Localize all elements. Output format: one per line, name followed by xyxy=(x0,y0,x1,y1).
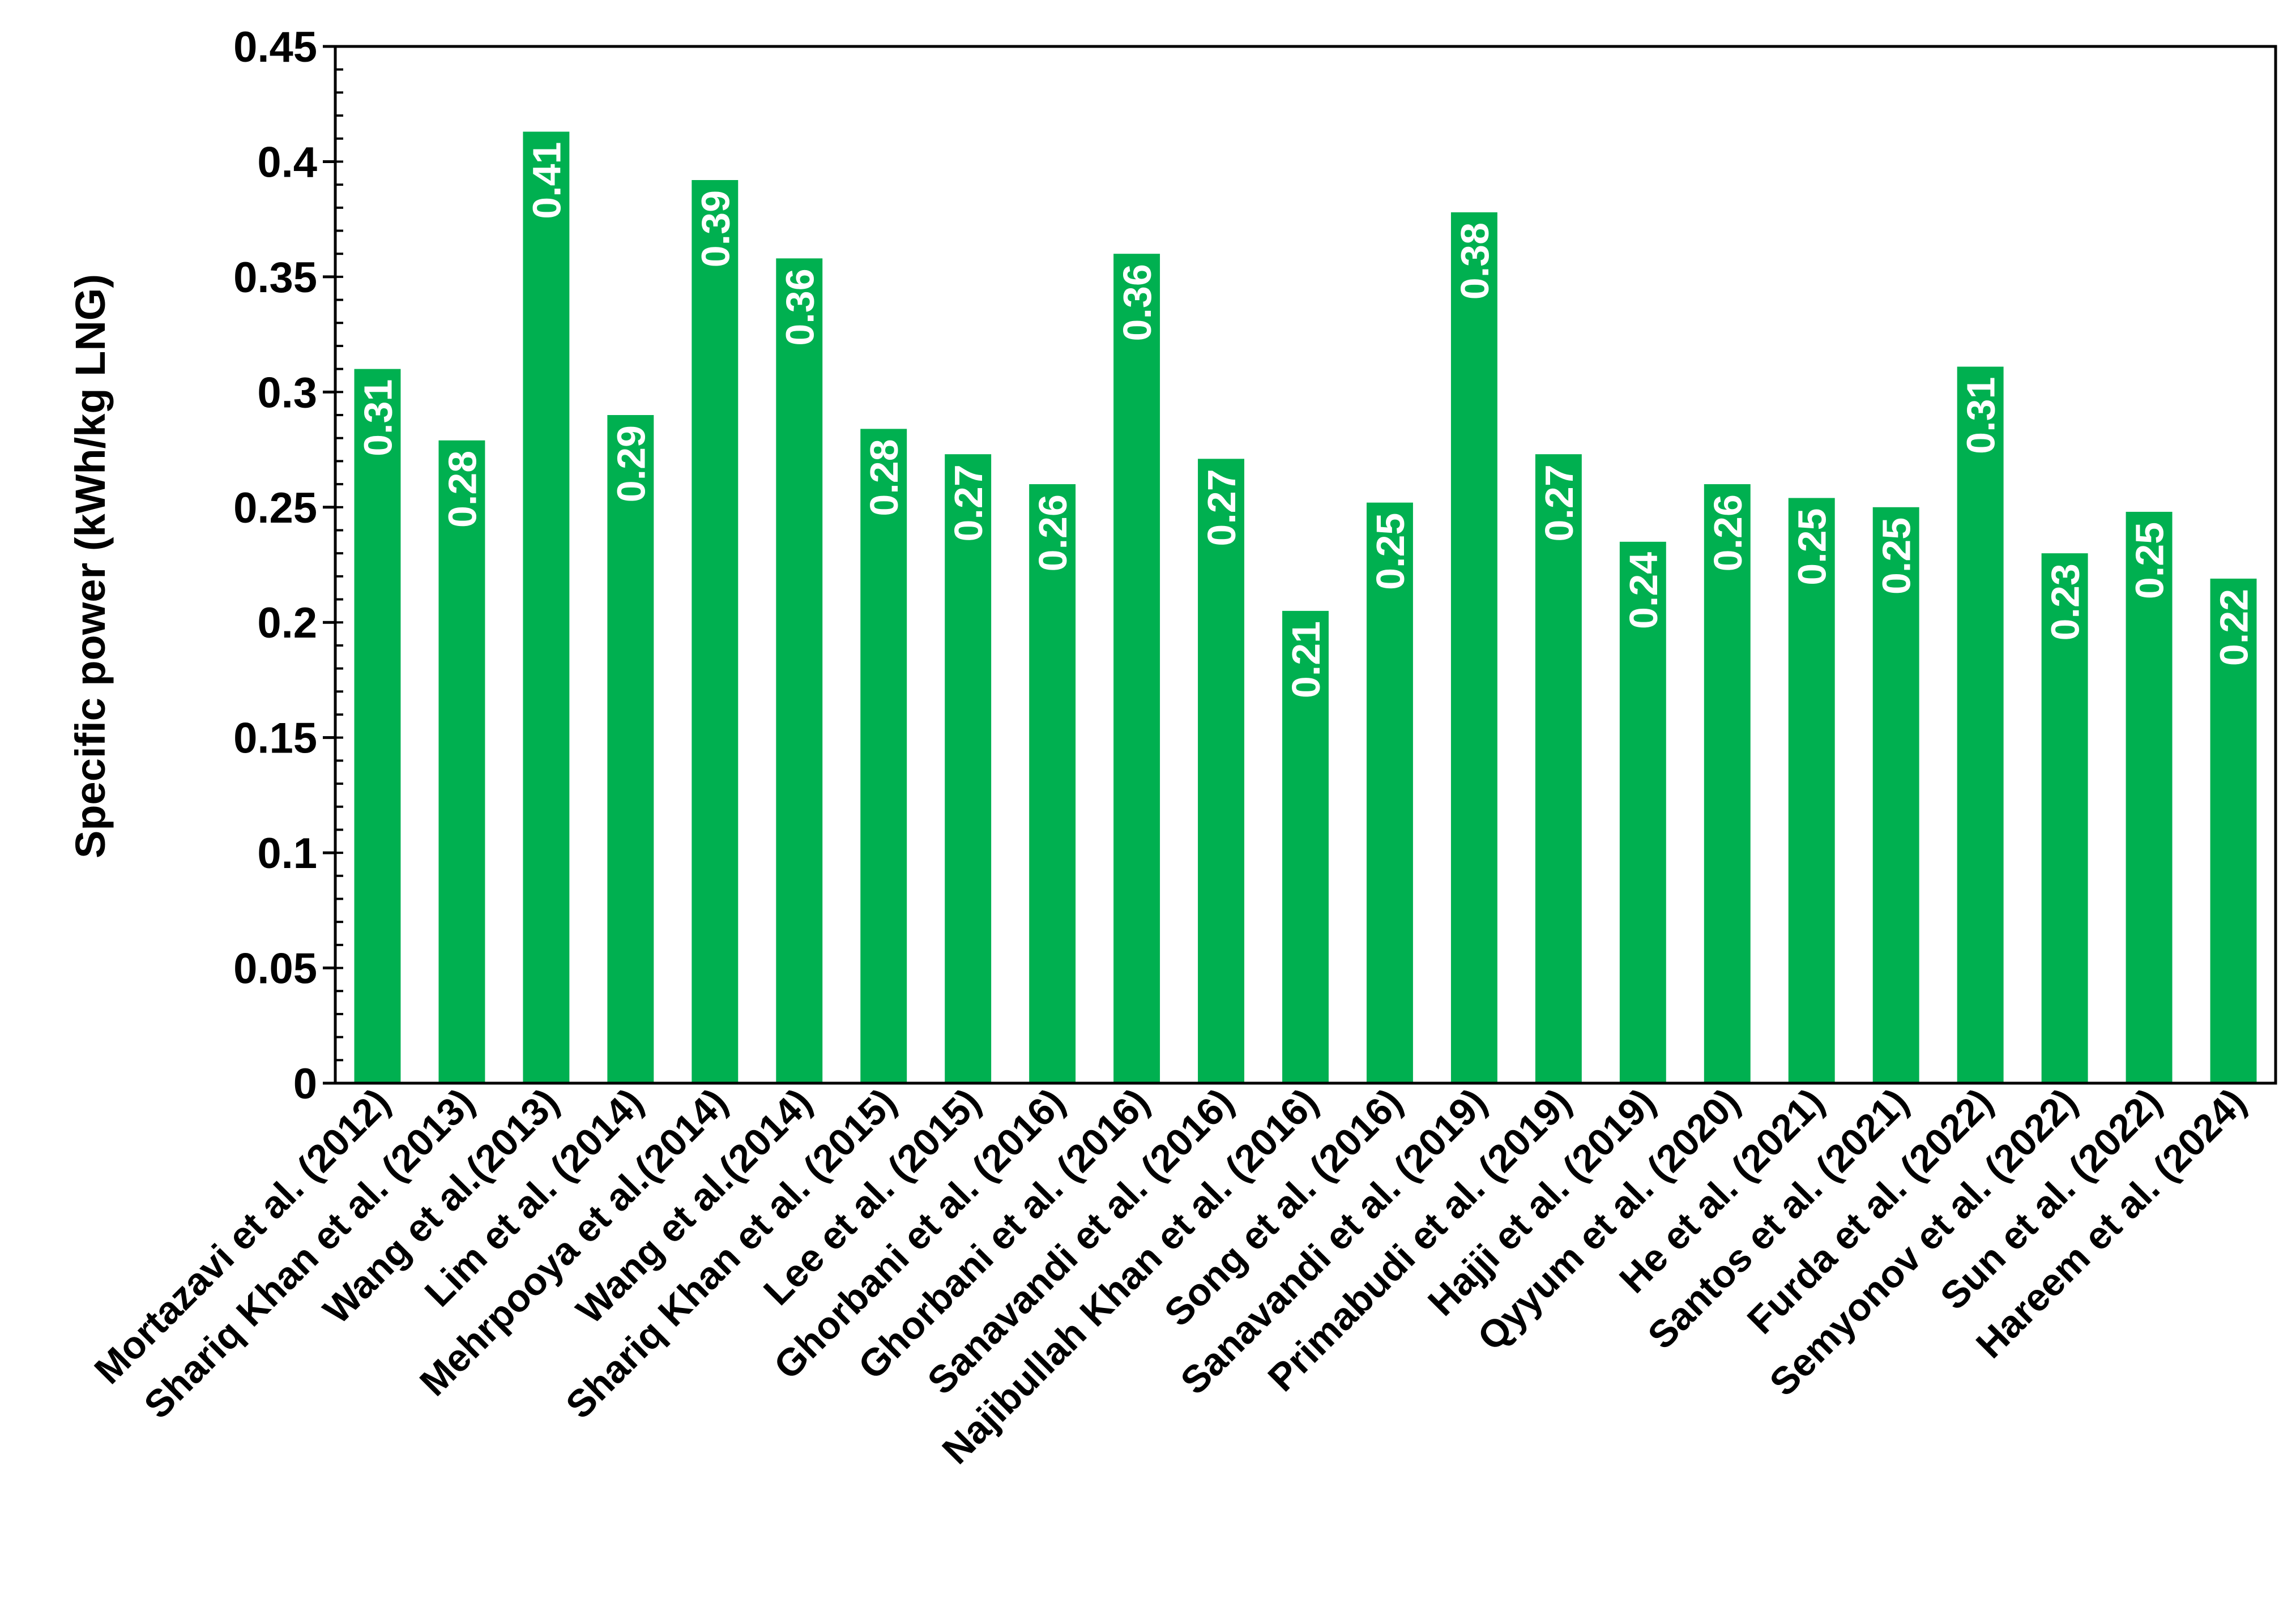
bar xyxy=(1872,507,1919,1083)
bar-data-label: 0.21 xyxy=(1284,621,1328,698)
bar-data-label: 0.29 xyxy=(609,425,653,502)
bar-data-label: 0.22 xyxy=(2212,589,2256,666)
y-tick-label: 0.1 xyxy=(257,830,317,878)
bar-data-label: 0.23 xyxy=(2043,563,2088,640)
bar xyxy=(1282,610,1329,1083)
y-tick-label: 0.2 xyxy=(257,599,317,647)
bar-data-label: 0.28 xyxy=(440,451,484,528)
bar-data-label: 0.31 xyxy=(1959,377,2003,454)
bar-data-label: 0.24 xyxy=(1621,552,1666,629)
bar-data-label: 0.27 xyxy=(1537,464,1581,541)
y-tick-label: 0.15 xyxy=(233,715,317,763)
y-tick-label: 0.3 xyxy=(257,369,317,417)
bar xyxy=(1029,484,1076,1083)
y-tick-label: 0.25 xyxy=(233,484,317,532)
y-tick-label: 0 xyxy=(293,1060,317,1108)
bar-data-label: 0.41 xyxy=(524,142,569,219)
bar xyxy=(354,369,401,1083)
bar-data-label: 0.38 xyxy=(1453,223,1497,300)
bar xyxy=(1957,366,2004,1083)
bar xyxy=(523,131,570,1084)
bar-data-label: 0.36 xyxy=(778,268,822,345)
y-axis-title: Specific power (kWh/kg LNG) xyxy=(67,274,114,858)
bar xyxy=(2210,578,2257,1083)
plot-frame xyxy=(334,45,2277,1085)
bar-data-label: 0.25 xyxy=(1875,518,1919,595)
bar xyxy=(1113,254,1160,1084)
bar xyxy=(1535,454,1582,1083)
bar xyxy=(1450,212,1497,1084)
bar xyxy=(1619,541,1666,1083)
y-tick-label: 0.4 xyxy=(257,138,317,186)
bar-data-label: 0.25 xyxy=(1790,508,1834,585)
bar xyxy=(1366,502,1413,1083)
bar xyxy=(1704,484,1751,1083)
bar-data-label: 0.36 xyxy=(1115,264,1159,341)
bar-data-label: 0.25 xyxy=(1368,513,1412,590)
bar xyxy=(1198,459,1245,1084)
bar-data-label: 0.27 xyxy=(1200,469,1244,546)
bar-data-label: 0.27 xyxy=(946,464,991,541)
bar xyxy=(860,429,907,1083)
bar xyxy=(776,258,823,1083)
bar-data-label: 0.39 xyxy=(693,190,737,267)
bar xyxy=(2041,553,2088,1083)
bar-data-label: 0.25 xyxy=(2128,522,2172,599)
bar-data-label: 0.26 xyxy=(1706,494,1750,571)
bar-data-label: 0.26 xyxy=(1031,494,1075,571)
y-tick-label: 0.05 xyxy=(233,945,317,993)
bar xyxy=(945,454,992,1083)
bar xyxy=(438,440,485,1083)
bar xyxy=(607,415,654,1083)
bar xyxy=(1788,498,1835,1083)
bar xyxy=(2126,511,2173,1083)
y-tick-label: 0.35 xyxy=(233,254,317,302)
bar-data-label: 0.28 xyxy=(862,439,906,516)
bar xyxy=(692,179,739,1083)
bar-data-label: 0.31 xyxy=(356,379,400,456)
y-tick-label: 0.45 xyxy=(233,23,317,71)
